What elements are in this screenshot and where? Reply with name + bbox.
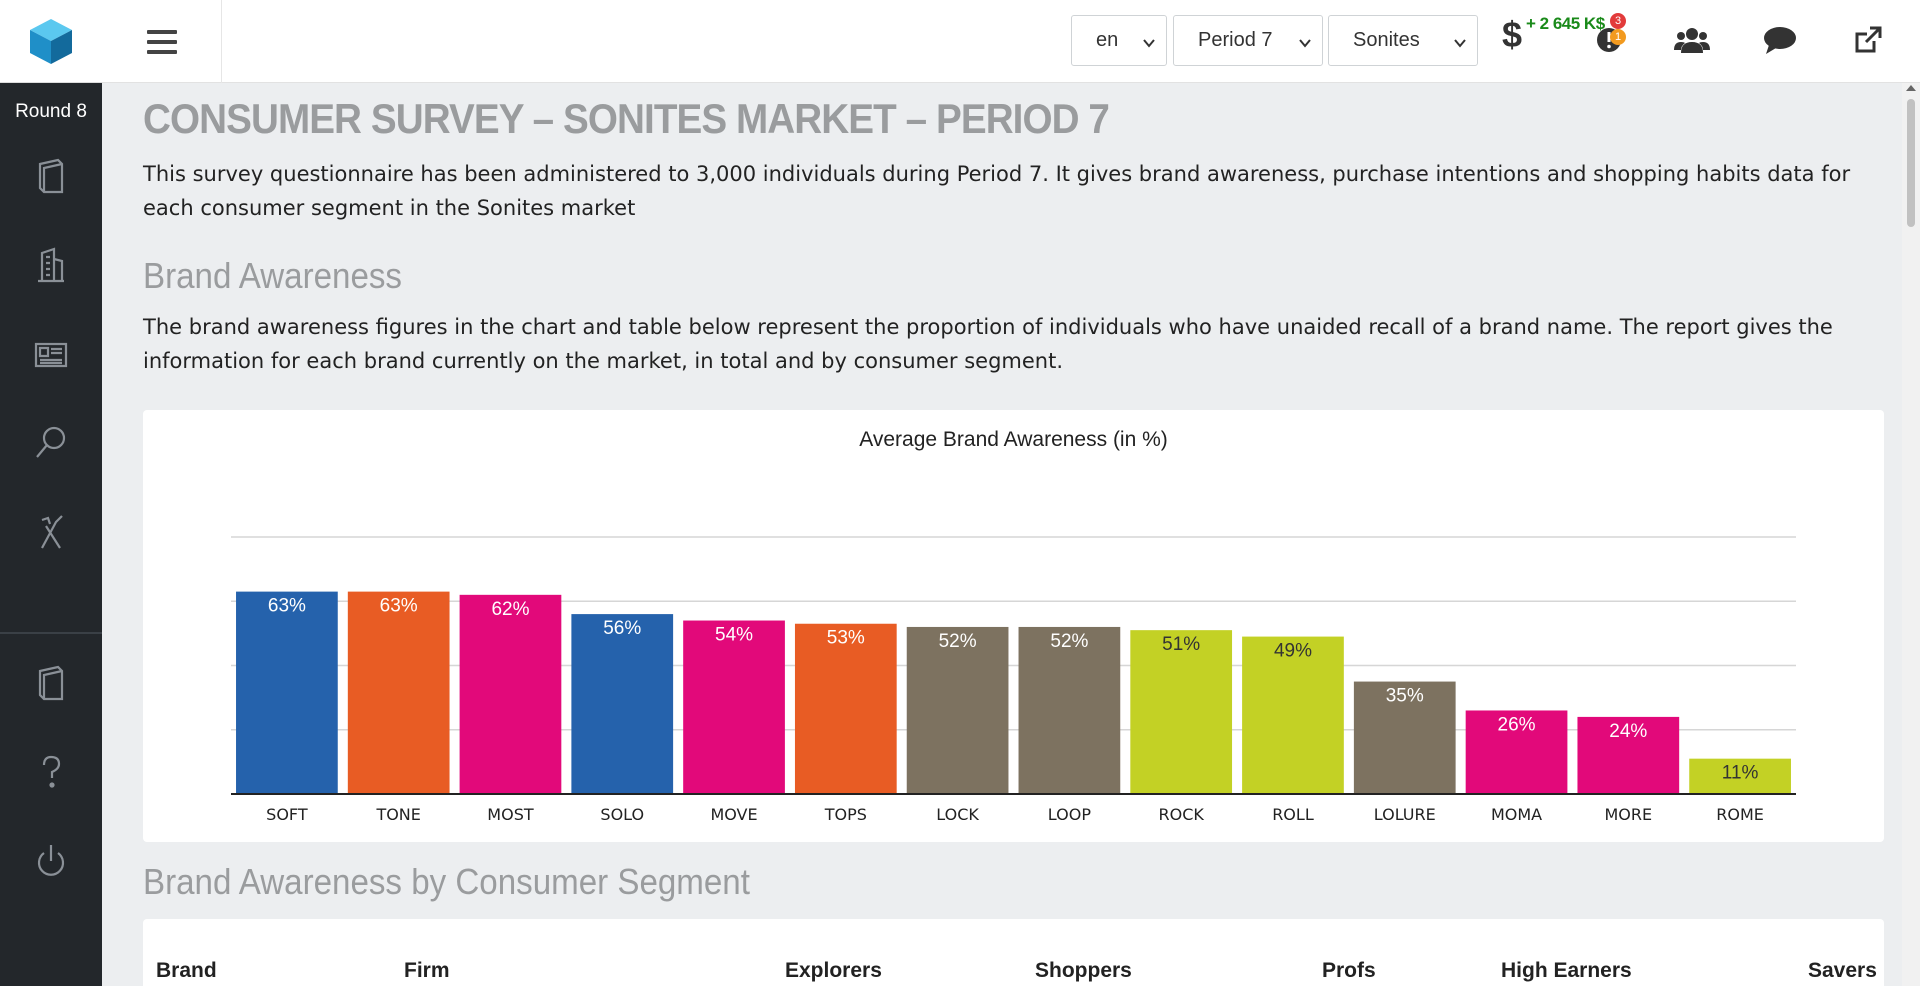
chart-category-label: TONE	[375, 805, 420, 824]
external-link-icon[interactable]	[1843, 14, 1893, 66]
chart-category-label: ROME	[1716, 805, 1764, 824]
main-content: CONSUMER SURVEY – SONITES MARKET – PERIO…	[102, 83, 1902, 986]
chart-category-label: LOOP	[1048, 805, 1092, 824]
segment-table: Brand Firm Explorers Shoppers Profs High…	[143, 919, 1884, 986]
book-icon[interactable]	[0, 638, 102, 727]
chart-category-label: MOST	[487, 805, 534, 824]
chart-data-label: 49%	[1274, 641, 1312, 662]
alert-icon[interactable]	[1584, 14, 1634, 66]
newspaper-icon[interactable]	[0, 309, 102, 398]
chart-bar-rock[interactable]	[1130, 630, 1233, 794]
chart-data-label: 53%	[827, 628, 865, 649]
chart-bar-moma[interactable]	[1465, 710, 1568, 794]
chevron-down-icon	[1142, 33, 1156, 48]
chart-title: Average Brand Awareness (in %)	[859, 428, 1168, 451]
chart-data-label: 54%	[715, 625, 753, 646]
chart-data-label: 62%	[491, 599, 529, 620]
intro-text: This survey questionnaire has been admin…	[143, 162, 1851, 220]
chart-category-label: TOPS	[824, 805, 867, 824]
table-header-profs: Profs	[1322, 959, 1376, 982]
chart-bar-lolure[interactable]	[1353, 681, 1456, 794]
chart-bar-more[interactable]	[1577, 716, 1680, 794]
chevron-down-icon	[1298, 33, 1312, 48]
chart-category-label: MOVE	[710, 805, 757, 824]
chart-data-label: 63%	[380, 596, 418, 617]
chart-card: Average Brand Awareness (in %) 63% SOFT 63…	[143, 410, 1884, 842]
chart-bar-solo[interactable]	[571, 614, 674, 794]
book-icon[interactable]	[0, 131, 102, 220]
brand-awareness-chart: 63% SOFT 63% TONE 62% MOST 56% SOLO 54% MOVE 53% TO…	[231, 536, 1796, 824]
chart-data-label: 35%	[1386, 686, 1424, 707]
table-header-savers: Savers	[1808, 959, 1877, 982]
scrollbar[interactable]	[1902, 83, 1920, 986]
chart-data-label: 52%	[1050, 631, 1088, 652]
table-header-high-earners: High Earners	[1501, 959, 1632, 982]
chart-category-label: SOLO	[600, 805, 644, 824]
chart-bar-move[interactable]	[683, 620, 785, 794]
search-icon[interactable]	[0, 398, 102, 487]
chart-category-label: SOFT	[266, 805, 308, 824]
table-header-brand: Brand	[156, 959, 217, 982]
chart-category-label: LOCK	[936, 805, 979, 824]
chart-bar-lock[interactable]	[906, 626, 1009, 794]
sidebar: Round 8	[0, 0, 102, 986]
chart-bar-tops[interactable]	[794, 623, 897, 794]
section-title-by-segment: Brand Awareness by Consumer Segment	[143, 861, 750, 902]
period-value: Period 7	[1198, 29, 1273, 51]
section-title-brand-awareness: Brand Awareness	[143, 255, 402, 296]
chart-bar-most[interactable]	[459, 594, 562, 794]
chart-bar-rome[interactable]	[1689, 758, 1791, 794]
brand-awareness-text: The brand awareness figures in the chart…	[143, 315, 1833, 373]
money-balance: + 2 645 K$	[1526, 14, 1605, 33]
scroll-up-icon[interactable]	[1906, 85, 1916, 91]
topbar: en Period 7 Sonites $ + 2 645 K$ 3 1	[102, 0, 1920, 83]
chart-data-label: 52%	[939, 631, 977, 652]
chart-data-label: 11%	[1722, 763, 1759, 784]
menu-toggle-icon[interactable]	[102, 0, 222, 83]
chart-data-label: 56%	[603, 618, 641, 639]
round-label: Round 8	[15, 101, 87, 122]
chart-category-label: ROCK	[1158, 805, 1204, 824]
alert-badge-orange: 1	[1610, 29, 1626, 45]
table-header-firm: Firm	[404, 959, 450, 982]
chart-bar-tone[interactable]	[347, 591, 450, 794]
chart-bar-soft[interactable]	[236, 591, 338, 794]
chart-bar-loop[interactable]	[1018, 626, 1121, 794]
users-icon[interactable]	[1667, 14, 1717, 66]
alert-badge-red: 3	[1610, 13, 1626, 29]
scroll-thumb[interactable]	[1907, 99, 1915, 227]
table-header-explorers: Explorers	[785, 959, 882, 982]
chart-bar-roll[interactable]	[1242, 636, 1344, 794]
chat-icon[interactable]	[1755, 14, 1805, 66]
period-select[interactable]: Period 7	[1173, 15, 1323, 66]
language-value: en	[1096, 29, 1119, 51]
chart-category-label: LOLURE	[1374, 805, 1436, 824]
chart-category-label: MOMA	[1491, 805, 1542, 824]
chart-category-label: MORE	[1605, 805, 1653, 824]
chart-data-label: 63%	[268, 596, 306, 617]
tools-icon[interactable]	[0, 487, 102, 576]
language-select[interactable]: en	[1071, 15, 1167, 66]
dollar-icon[interactable]: $	[1502, 14, 1523, 55]
chart-data-label: 24%	[1609, 721, 1647, 742]
sidebar-divider	[0, 632, 102, 634]
market-value: Sonites	[1353, 29, 1420, 51]
chevron-down-icon	[1453, 33, 1467, 48]
power-icon[interactable]	[0, 816, 102, 905]
building-icon[interactable]	[0, 220, 102, 309]
chart-data-label: 51%	[1162, 634, 1200, 655]
cube-logo-icon[interactable]	[0, 0, 102, 83]
chart-category-label: ROLL	[1272, 805, 1314, 824]
page-title: CONSUMER SURVEY – SONITES MARKET – PERIO…	[143, 95, 1110, 142]
table-header-shoppers: Shoppers	[1035, 959, 1132, 982]
help-icon[interactable]	[0, 727, 102, 816]
market-select[interactable]: Sonites	[1328, 15, 1478, 66]
chart-data-label: 26%	[1498, 714, 1536, 735]
